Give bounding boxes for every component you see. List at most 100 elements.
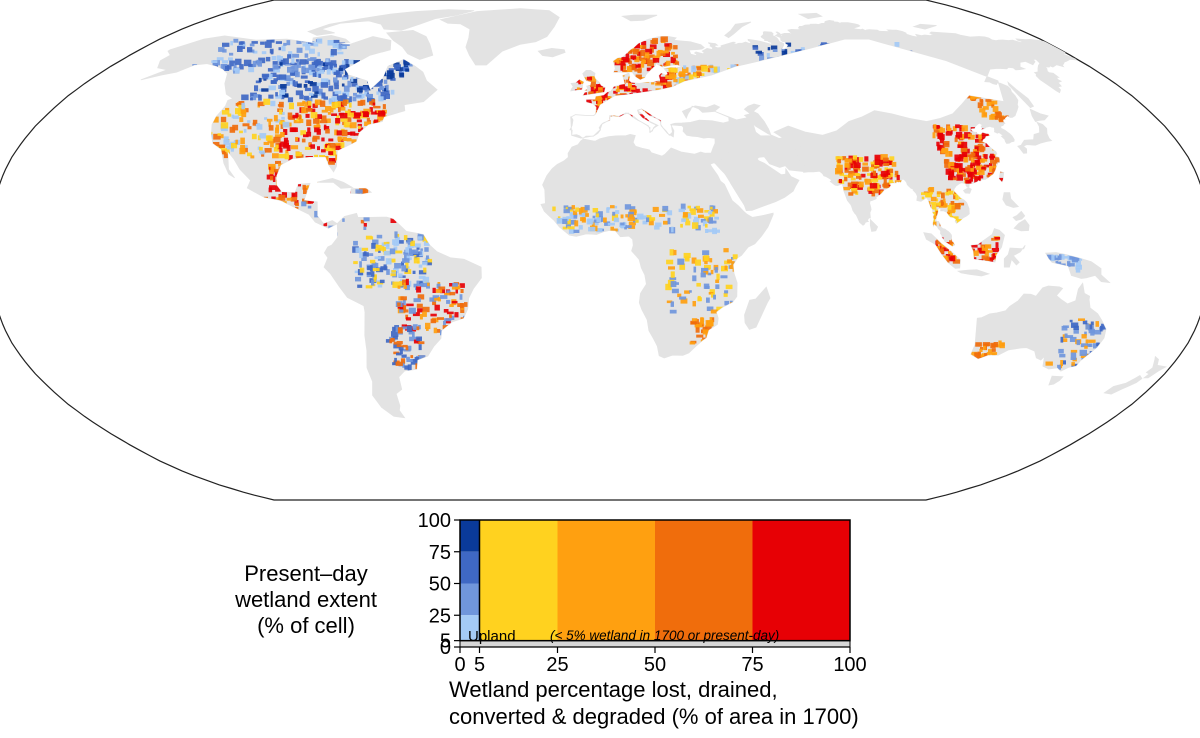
wetland-cell (1069, 319, 1073, 323)
wetland-cell (326, 59, 329, 63)
wetland-cell (730, 302, 736, 306)
wetland-cell (418, 270, 427, 275)
wetland-cell (584, 205, 590, 211)
wetland-cell (937, 252, 941, 256)
wetland-cell (380, 91, 385, 97)
wetland-cell (233, 63, 237, 68)
wetland-cell (985, 244, 992, 249)
wetland-cell (656, 50, 661, 58)
wetland-cell (692, 222, 699, 229)
wetland-cell (317, 52, 320, 57)
wetland-cell (620, 60, 626, 66)
wetland-cell (854, 58, 860, 64)
wetland-cell (287, 112, 293, 119)
wetland-cell (895, 50, 900, 53)
wetland-cell (798, 91, 803, 96)
wetland-cell (720, 275, 728, 279)
wetland-cell (675, 282, 679, 285)
wetland-cell (666, 300, 673, 304)
wetland-cell (391, 270, 396, 273)
wetland-cell (304, 80, 310, 84)
wetland-cell (278, 163, 283, 167)
wetland-cell (920, 67, 925, 71)
wetland-cell (287, 97, 294, 103)
wetland-cell (953, 193, 956, 200)
wetland-cell (298, 182, 301, 187)
wetland-cell (708, 217, 713, 224)
wetland-cell (673, 55, 677, 59)
wetland-cell (867, 173, 872, 176)
wetland-cell (714, 216, 719, 220)
wetland-cell (970, 151, 974, 158)
wetland-cell (1089, 324, 1093, 330)
wetland-cell (975, 155, 982, 160)
wetland-cell (334, 129, 338, 136)
wetland-cell (896, 56, 903, 63)
wetland-cell (706, 306, 714, 311)
wetland-cell (794, 54, 801, 59)
wetland-cell (310, 41, 315, 46)
wetland-cell (849, 163, 854, 169)
wetland-cell (847, 182, 853, 187)
wetland-cell (606, 207, 611, 210)
wetland-cell (602, 96, 606, 101)
wetland-cell (1005, 115, 1009, 122)
wetland-cell (880, 170, 889, 177)
wetland-cell (961, 151, 968, 158)
wetland-cell (291, 58, 295, 64)
wetland-cell (839, 51, 847, 58)
wetland-cell (752, 79, 757, 85)
wetland-cell (275, 185, 281, 192)
wetland-cell (869, 84, 876, 91)
wetland-cell (952, 126, 957, 132)
wetland-cell (359, 267, 365, 273)
wetland-cell (848, 173, 854, 178)
wetland-cell (620, 65, 624, 71)
wetland-cell (374, 248, 379, 252)
wetland-cell (567, 206, 573, 210)
wetland-cell (219, 70, 224, 73)
wetland-cell (829, 78, 834, 82)
wetland-cell (191, 69, 198, 73)
wetland-cell (213, 133, 221, 140)
wetland-cell (961, 257, 966, 261)
wetland-cell (218, 150, 225, 155)
wetland-cell (287, 54, 292, 59)
wetland-cell (401, 326, 408, 330)
wetland-cell (280, 124, 284, 129)
wetland-cell (724, 300, 729, 306)
wetland-cell (884, 58, 891, 63)
wetland-cell (417, 236, 423, 240)
wetland-cell (284, 75, 291, 81)
wetland-cell (263, 141, 270, 145)
wetland-cell (836, 164, 843, 171)
wetland-cell (349, 96, 352, 103)
wetland-cell (370, 126, 377, 129)
wetland-cell (451, 328, 457, 334)
wetland-cell (393, 239, 399, 246)
wetland-cell (417, 294, 425, 300)
legend-cell-upland (460, 640, 850, 647)
wetland-cell (628, 96, 634, 101)
wetland-cell (959, 125, 963, 129)
map-land (140, 8, 1167, 419)
wetland-cell (842, 98, 848, 103)
wetland-cell (355, 112, 362, 117)
wetland-cell (295, 112, 299, 117)
land-sakhalin (1007, 81, 1035, 109)
wetland-cell (259, 150, 265, 155)
wetland-cell (364, 121, 371, 126)
wetland-cell (663, 82, 668, 87)
wetland-cell (970, 166, 974, 172)
wetland-cell (862, 166, 869, 172)
wetland-cell (253, 94, 261, 98)
wetland-cell (1059, 254, 1062, 260)
wetland-cell (946, 242, 950, 248)
wetland-cell (258, 94, 262, 101)
wetland-cell (861, 173, 866, 178)
wetland-cell (327, 111, 331, 115)
wetland-cell (928, 72, 936, 76)
wetland-cell (460, 306, 465, 313)
wetland-cell (443, 320, 446, 326)
wetland-cell (1048, 265, 1055, 272)
